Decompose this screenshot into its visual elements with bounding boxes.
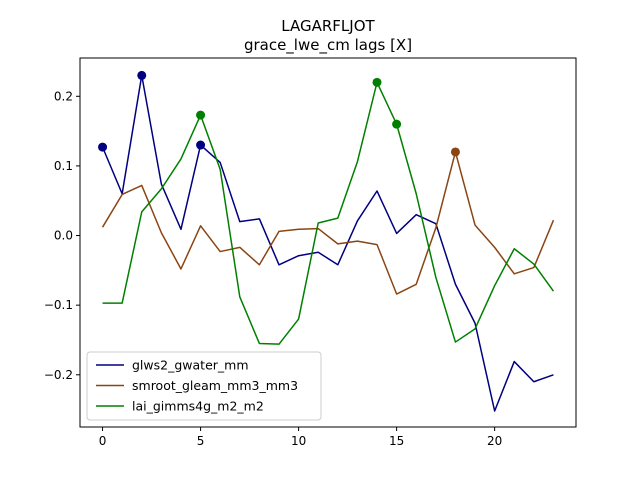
data-point-marker	[450, 147, 460, 157]
x-tick-label: 20	[487, 434, 502, 448]
legend-label: lai_gimms4g_m2_m2	[132, 399, 264, 414]
x-tick-label: 10	[291, 434, 306, 448]
x-tick-label: 5	[197, 434, 205, 448]
y-tick-label: 0.0	[54, 229, 73, 243]
series-layer	[98, 70, 555, 412]
data-point-marker	[98, 142, 108, 152]
series-line-lai_gimms4g_m2_m2	[102, 81, 555, 345]
y-tick-label: −0.2	[44, 368, 73, 382]
axis-ticks: 0 5 10 15 20 −0.2 −0.1 0.0 0.1 0.2	[44, 89, 502, 448]
series-line-smroot_gleam_mm3_mm3	[101, 151, 555, 295]
y-tick-label: 0.1	[54, 159, 73, 173]
legend-box	[86, 351, 322, 421]
chart-title: LAGARFLJOT	[281, 17, 375, 35]
data-point-marker	[392, 119, 402, 129]
legend-label: smroot_gleam_mm3_mm3	[132, 378, 298, 393]
x-tick-label: 15	[389, 434, 404, 448]
x-tick-label: 0	[99, 434, 107, 448]
data-point-marker	[137, 70, 147, 80]
chart-subtitle: grace_lwe_cm lags [X]	[244, 36, 412, 55]
y-tick-label: 0.2	[54, 89, 73, 103]
data-point-marker	[372, 77, 382, 87]
legend: glws2_gwater_mm smroot_gleam_mm3_mm3 lai_g…	[86, 351, 322, 421]
series-line-glws2_gwater_mm	[101, 74, 554, 412]
legend-label: glws2_gwater_mm	[132, 358, 249, 373]
y-tick-label: −0.1	[44, 298, 73, 312]
data-point-marker	[196, 110, 206, 120]
data-point-marker	[196, 140, 206, 150]
